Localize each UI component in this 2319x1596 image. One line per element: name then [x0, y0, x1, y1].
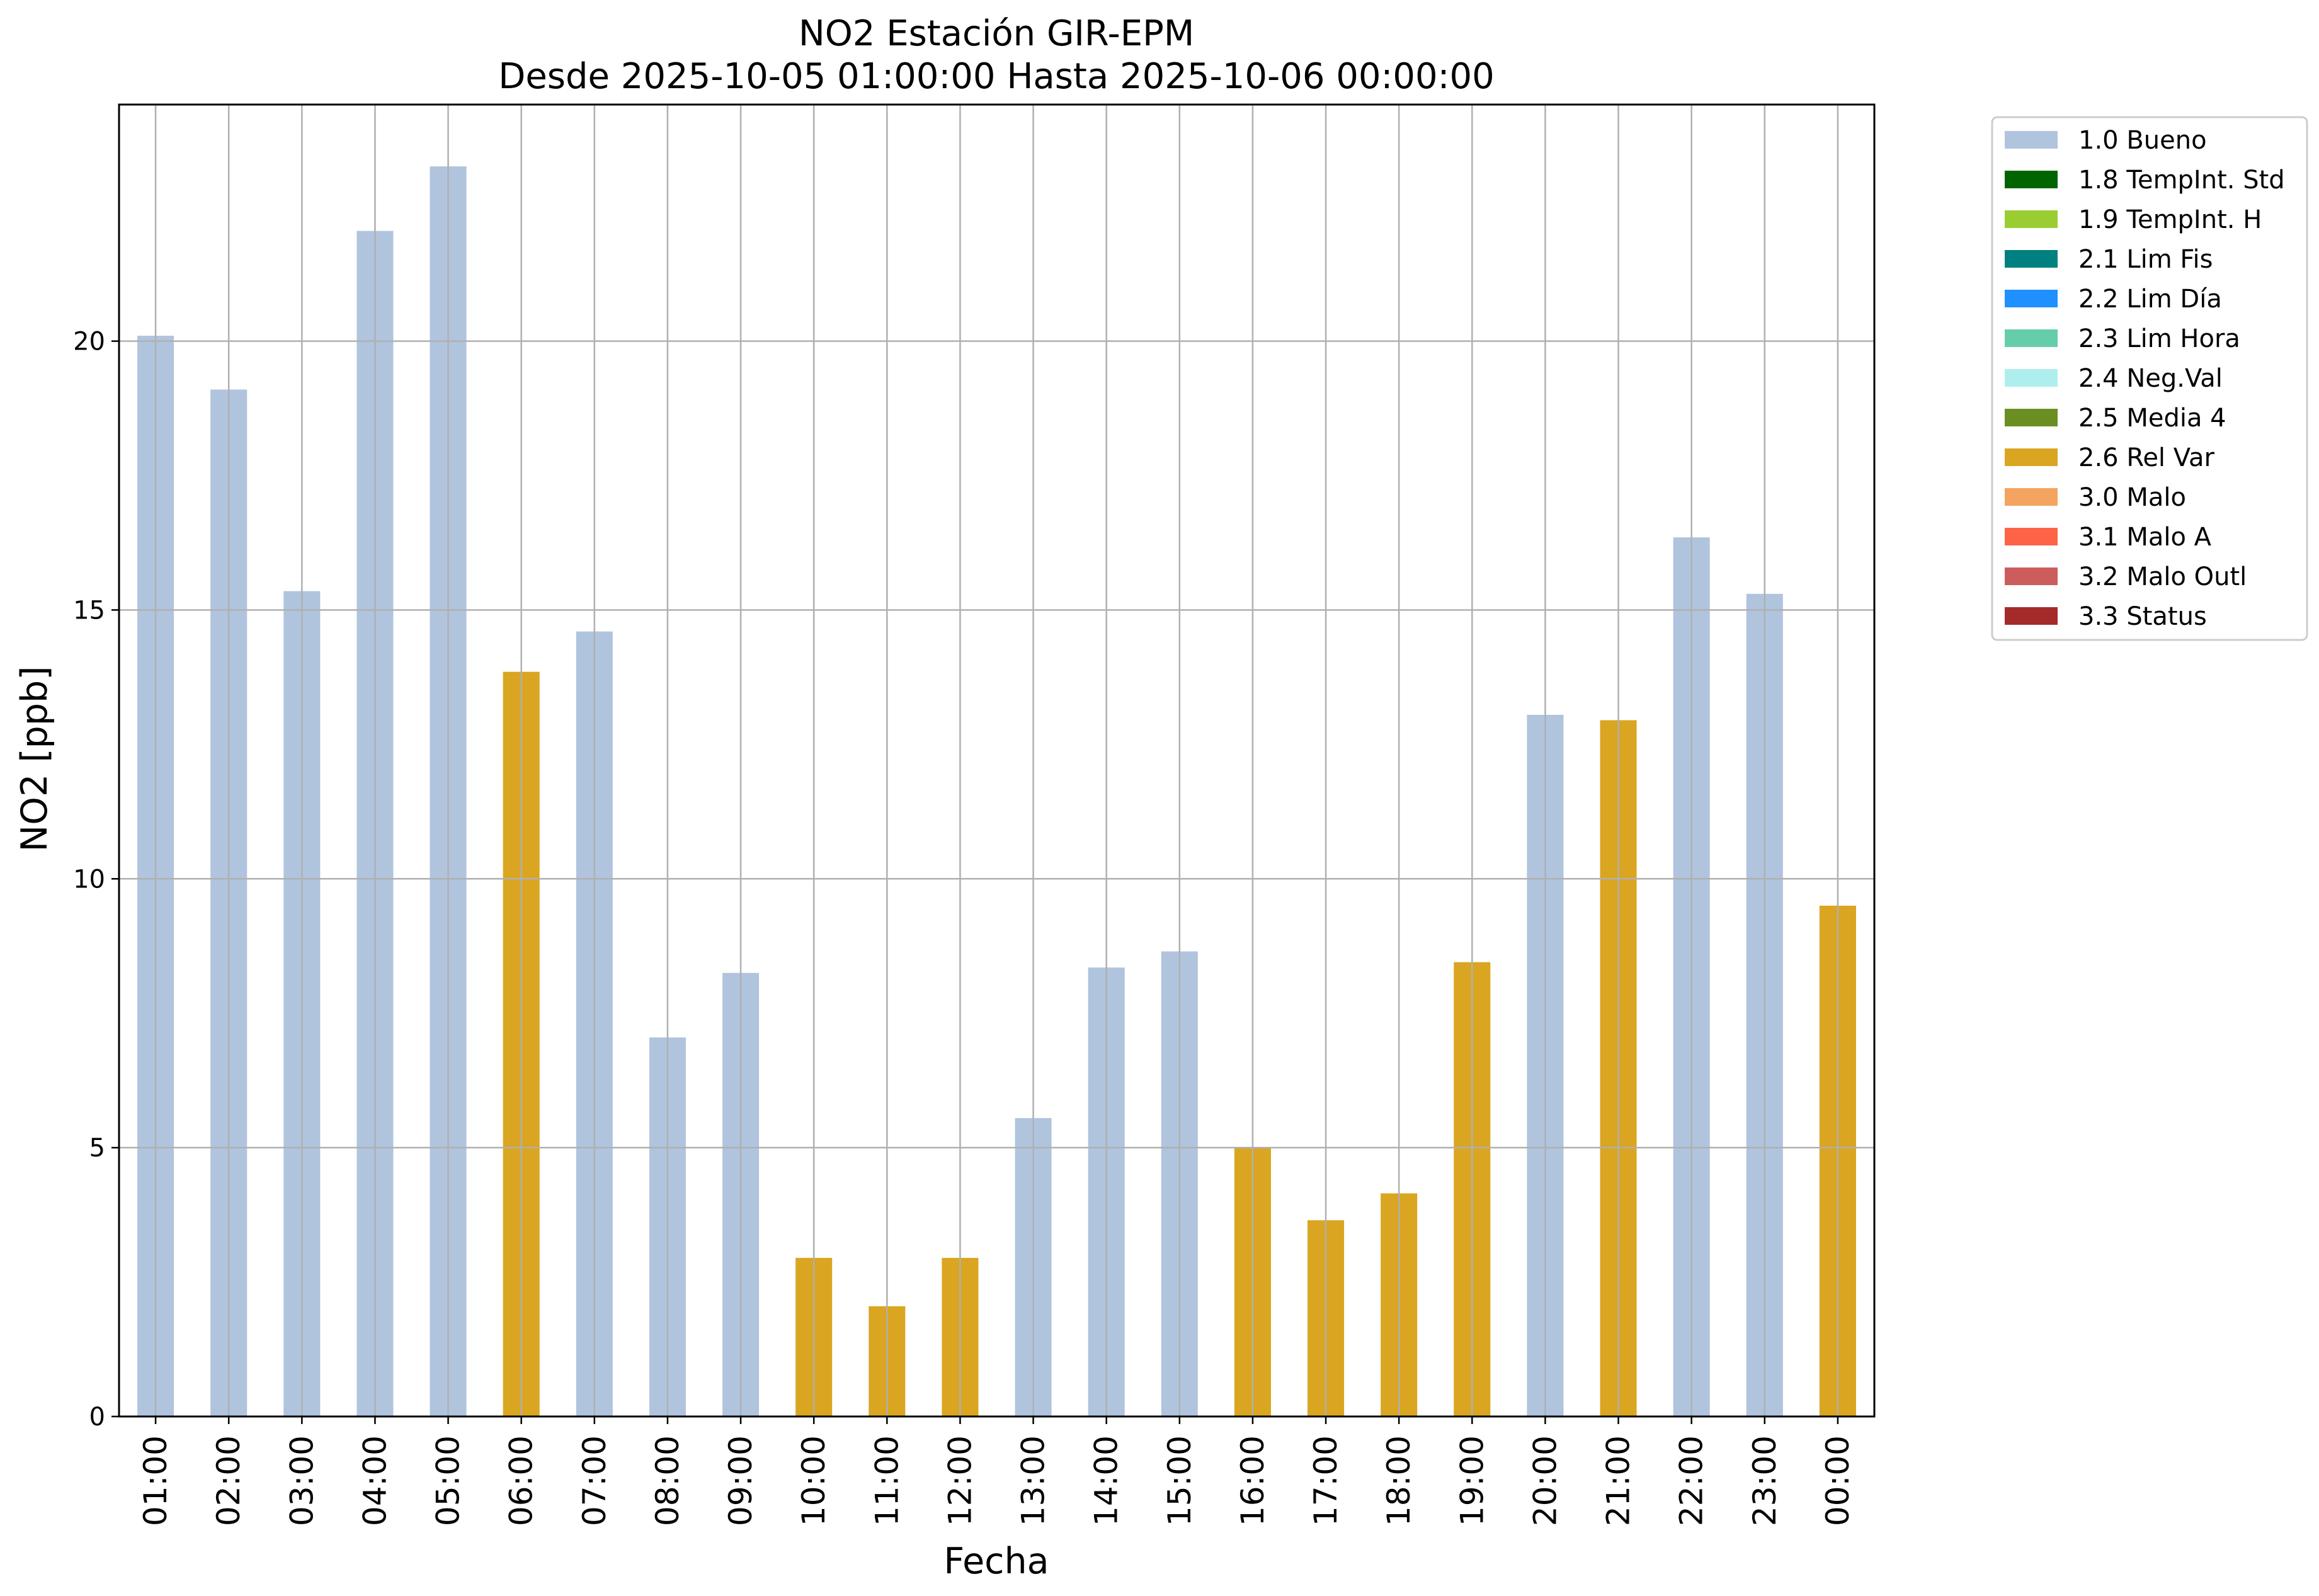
legend-swatch [2005, 131, 2058, 149]
legend-items: 1.0 Bueno 1.8 TempInt. Std 1.9 TempInt. H 2… [2005, 126, 2285, 631]
legend-swatch [2005, 210, 2058, 228]
x-tick-label: 06:00 [503, 1435, 540, 1526]
legend-label: 2.6 Rel Var [2078, 443, 2215, 472]
x-tick-label: 01:00 [137, 1435, 174, 1526]
legend-swatch [2005, 567, 2058, 585]
plot-frame [118, 103, 1876, 1418]
chart-subtitle: Desde 2025-10-05 01:00:00 Hasta 2025-10-… [498, 56, 1495, 97]
x-tick-label: 22:00 [1673, 1435, 1710, 1526]
legend-label: 3.2 Malo Outl [2078, 562, 2247, 591]
y-tick-label: 20 [73, 328, 105, 356]
legend-label: 2.3 Lim Hora [2078, 324, 2240, 353]
x-tick-label: 14:00 [1088, 1435, 1125, 1526]
legend-label: 3.0 Malo [2078, 483, 2186, 512]
legend-swatch [2005, 369, 2058, 387]
x-tick-label: 10:00 [795, 1435, 832, 1526]
legend-swatch [2005, 448, 2058, 466]
legend-swatch [2005, 528, 2058, 545]
x-tick-label: 07:00 [576, 1435, 613, 1526]
x-tick-label: 18:00 [1381, 1435, 1417, 1526]
x-tick-label: 23:00 [1746, 1435, 1783, 1526]
x-tick-label: 03:00 [283, 1435, 320, 1526]
chart-title: NO2 Estación GIR-EPM [799, 13, 1194, 54]
x-tick-label: 05:00 [430, 1435, 467, 1526]
x-tick-label: 02:00 [210, 1435, 247, 1526]
legend-swatch [2005, 607, 2058, 625]
x-tick-label: 11:00 [869, 1435, 905, 1526]
legend-label: 3.3 Status [2078, 602, 2207, 631]
legend-label: 2.5 Media 4 [2078, 404, 2226, 433]
x-tick-label: 04:00 [356, 1435, 393, 1526]
y-axis-label: NO2 [ppb] [14, 666, 55, 852]
y-tick-label: 0 [89, 1403, 105, 1432]
x-tick-label: 12:00 [942, 1435, 978, 1526]
x-tick-label: 20:00 [1527, 1435, 1563, 1526]
x-tick-label: 09:00 [722, 1435, 759, 1526]
legend-swatch [2005, 250, 2058, 268]
axis-ticks: 0 5 10 15 20 01:00 02:00 03:00 04:00 05:00 06:00 07… [73, 328, 1856, 1526]
legend-frame [1991, 116, 2308, 641]
legend-swatch [2005, 488, 2058, 506]
legend-swatch [2005, 329, 2058, 347]
y-tick-label: 10 [73, 865, 105, 894]
legend-swatch [2005, 409, 2058, 426]
x-tick-label: 08:00 [649, 1435, 686, 1526]
x-tick-label: 15:00 [1161, 1435, 1198, 1526]
x-tick-label: 00:00 [1820, 1435, 1856, 1526]
x-tick-label: 13:00 [1015, 1435, 1052, 1526]
legend-label: 1.9 TempInt. H [2078, 205, 2262, 234]
legend-label: 3.1 Malo A [2078, 523, 2212, 552]
legend-label: 2.2 Lim Día [2078, 285, 2222, 314]
x-tick-label: 21:00 [1600, 1435, 1637, 1526]
legend: 1.0 Bueno 1.8 TempInt. Std 1.9 TempInt. H 2… [1991, 116, 2308, 641]
y-tick-label: 15 [73, 596, 105, 625]
legend-label: 1.0 Bueno [2078, 126, 2207, 155]
y-tick-label: 5 [89, 1134, 105, 1163]
legend-label: 2.4 Neg.Val [2078, 364, 2223, 393]
legend-swatch [2005, 171, 2058, 188]
legend-label: 2.1 Lim Fis [2078, 245, 2213, 274]
x-tick-label: 16:00 [1234, 1435, 1271, 1526]
x-tick-label: 19:00 [1454, 1435, 1490, 1526]
bars [137, 166, 1856, 1417]
legend-label: 1.8 TempInt. Std [2078, 166, 2285, 195]
x-tick-label: 17:00 [1308, 1435, 1344, 1526]
x-axis-label: Fecha [943, 1541, 1049, 1582]
legend-swatch [2005, 290, 2058, 307]
